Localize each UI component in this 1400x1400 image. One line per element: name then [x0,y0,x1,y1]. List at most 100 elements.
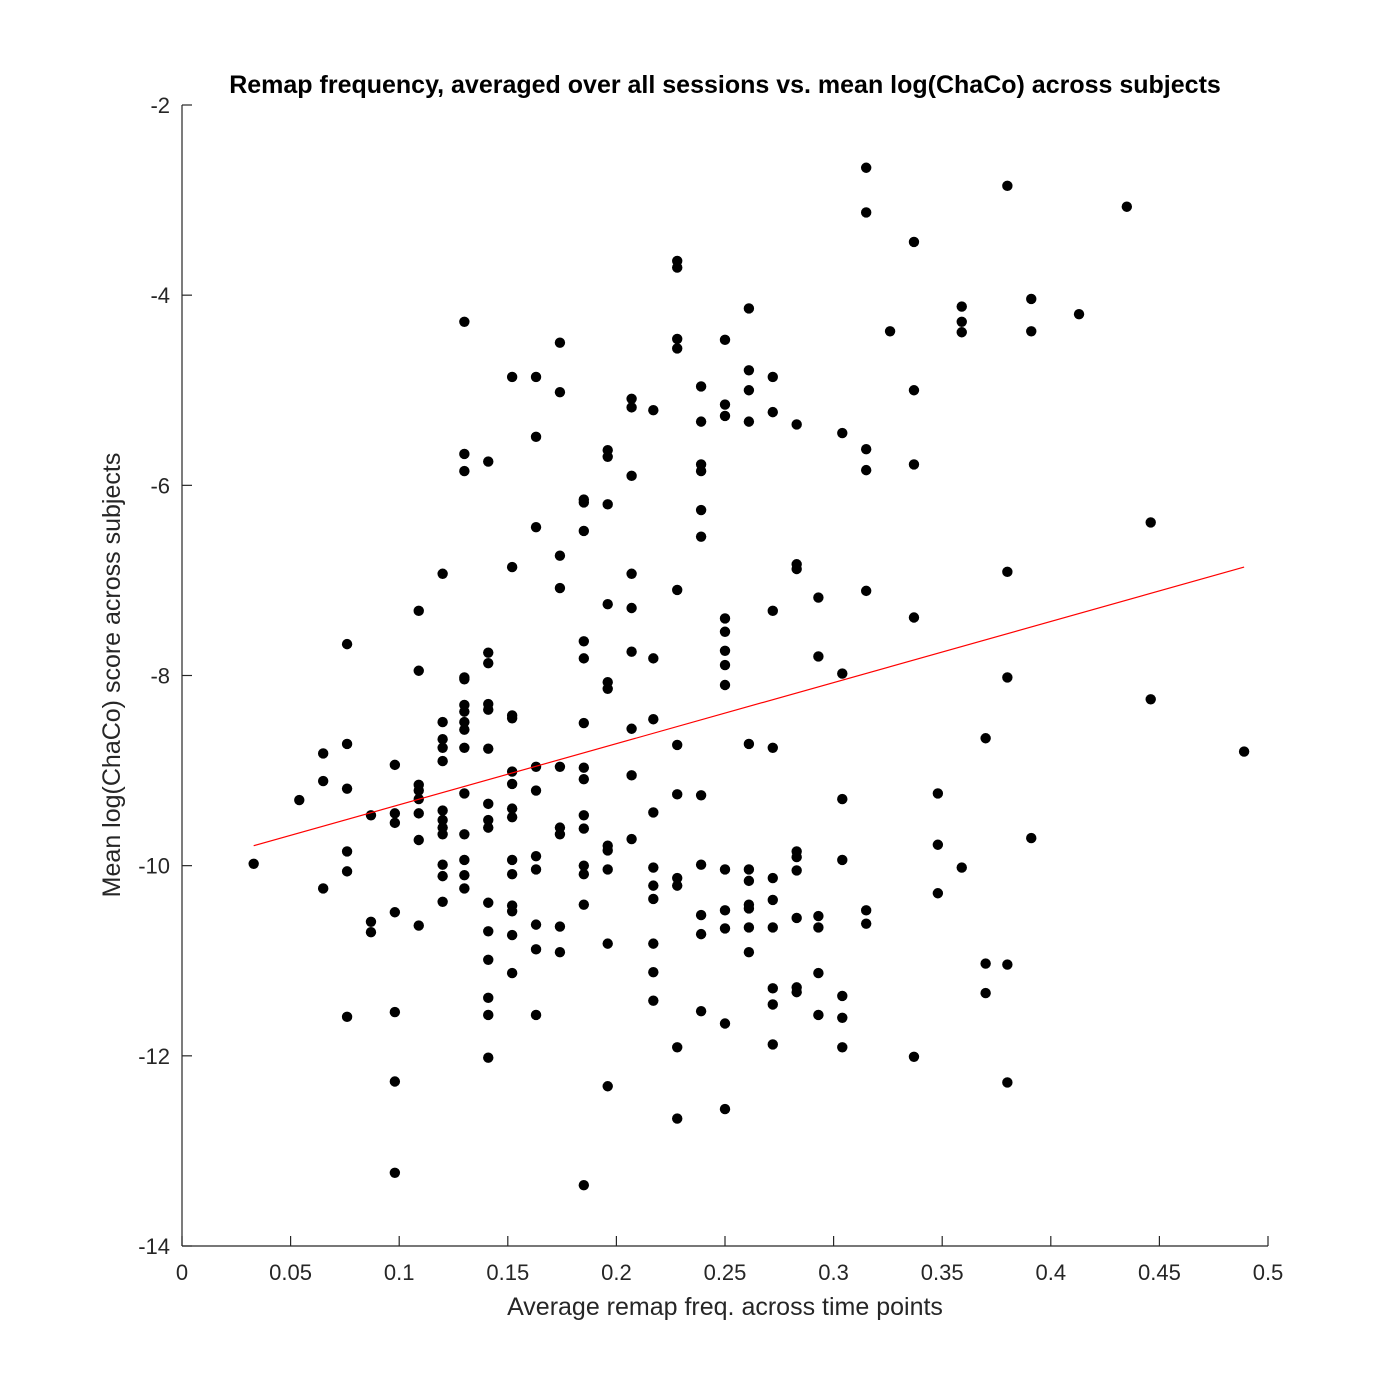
data-point [483,704,494,715]
data-point [506,561,518,573]
data-point [719,626,731,637]
data-point [813,922,824,933]
y-tick-label: -4 [150,283,170,308]
data-point [813,910,824,922]
data-point [860,207,872,218]
data-point [719,645,731,656]
data-point [530,944,542,955]
data-point [648,995,659,1006]
data-point [813,967,824,979]
data-point [483,1009,494,1021]
x-tick-label: 0.1 [384,1260,415,1285]
data-point [341,638,353,650]
data-point [578,717,590,729]
x-tick-label: 0.45 [1138,1260,1181,1285]
data-point [459,883,470,894]
data-point [743,303,755,314]
data-point [908,459,920,470]
data-point [813,1009,824,1021]
data-point [860,162,872,173]
data-point [791,419,802,430]
data-point [459,465,470,477]
data-point [554,550,566,561]
data-point [437,568,448,579]
data-point [695,909,707,921]
data-point [837,1042,848,1053]
data-point [672,333,683,345]
data-point [506,811,518,823]
data-point [341,783,353,794]
data-point [506,967,518,979]
data-point [648,880,659,891]
data-point [837,427,848,439]
data-point [767,894,778,906]
data-point [626,723,637,734]
y-tick-label: -10 [138,854,170,879]
data-point [932,888,944,899]
data-point [860,918,872,929]
data-point [554,761,566,772]
data-points [248,162,1250,1191]
data-point [483,657,494,669]
data-point [483,1052,494,1063]
data-point [648,938,659,949]
data-point [1002,959,1013,970]
data-point [648,862,659,873]
data-point [743,738,755,750]
data-point [767,605,778,617]
data-point [530,521,542,533]
data-point [648,653,659,664]
data-point [554,582,566,594]
data-point [980,733,991,744]
data-point [884,326,896,337]
data-point [506,869,518,880]
data-point [578,869,590,880]
data-point [578,810,590,821]
data-point [459,869,470,881]
data-point [695,790,707,801]
data-point [459,674,470,685]
data-point [719,613,731,624]
data-point [578,860,590,871]
data-point [648,405,659,416]
data-point [767,872,778,884]
data-point [1026,293,1037,305]
data-point [602,864,613,875]
data-point [1002,180,1013,192]
data-point [459,854,470,866]
data-point [767,1039,778,1050]
data-point [483,897,494,908]
fit-line [253,566,1245,847]
data-point [743,416,755,427]
data-point [341,1011,353,1023]
data-point [389,1167,401,1178]
data-point [743,903,755,914]
data-point [626,646,637,657]
data-point [554,946,566,958]
data-point [672,343,683,354]
data-point [578,899,590,910]
data-point [365,927,377,938]
data-point [743,385,755,396]
data-point [626,470,637,482]
data-point [672,789,683,800]
data-point [365,916,377,927]
data-point [437,859,448,870]
data-point [602,1081,613,1092]
data-point [389,759,401,771]
data-point [695,465,707,477]
x-tick-label: 0.5 [1253,1260,1284,1285]
chart-title: Remap frequency, averaged over all sessi… [229,71,1221,99]
data-point [413,605,424,617]
data-point [695,928,707,940]
data-point [719,334,731,346]
data-point [506,854,518,866]
data-point [1238,746,1250,757]
data-point [506,713,518,724]
y-tick-label: -6 [150,473,170,498]
data-point [956,301,967,312]
data-point [578,525,590,537]
data-point [530,431,542,443]
